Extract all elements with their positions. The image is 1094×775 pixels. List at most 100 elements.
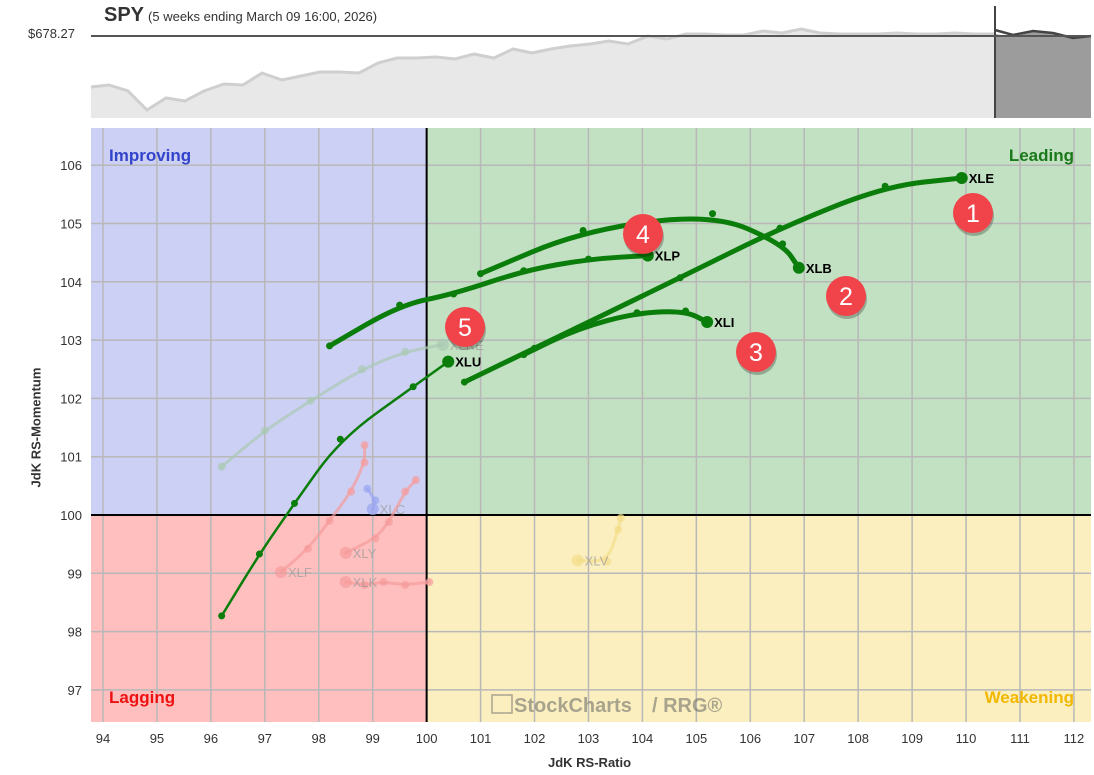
x-tick-label: 99 — [365, 731, 379, 746]
tail-point-dot — [306, 396, 315, 405]
tail-xlv: XLV — [571, 513, 625, 568]
tail-point-dot — [409, 383, 417, 391]
tail-point-dot — [379, 578, 388, 587]
badge-circle — [826, 276, 866, 316]
x-tick-label: 104 — [632, 731, 654, 746]
y-tick-label: 106 — [60, 158, 82, 173]
y-tick-label: 105 — [60, 217, 82, 232]
y-tick-label: 97 — [68, 683, 82, 698]
x-tick-label: 109 — [901, 731, 923, 746]
tail-xlf: XLF — [275, 441, 369, 580]
tail-point-dot — [217, 462, 226, 471]
tail-head-dot — [339, 576, 352, 589]
tail-label: XLE — [969, 171, 995, 186]
x-tick-label: 94 — [96, 731, 110, 746]
tail-point-dot — [360, 441, 369, 450]
tail-point-dot — [477, 270, 485, 278]
quadrant-weakening — [426, 515, 1091, 722]
grid — [91, 128, 1091, 722]
tail-path — [220, 343, 445, 469]
benchmark-symbol: SPY — [104, 4, 145, 26]
tail-xle: XLE — [460, 171, 995, 386]
tail-point-dot — [360, 580, 369, 589]
y-axis-title: JdK RS-Momentum — [28, 367, 44, 488]
tail-head-dot — [955, 172, 968, 185]
tail-point-dot — [614, 525, 623, 534]
sparkline-area — [91, 29, 995, 118]
badge-circle — [736, 332, 776, 372]
tail-point-dot — [633, 309, 641, 317]
x-tick-label: 100 — [416, 731, 438, 746]
sparkline-line — [90, 27, 995, 112]
tail-head-dot — [366, 503, 379, 516]
y-tick-label: 99 — [68, 566, 82, 581]
x-axis-title: JdK RS-Ratio — [548, 755, 632, 770]
tail-point-dot — [401, 487, 410, 496]
tail-point-dot — [584, 255, 592, 263]
tail-xlk: XLK — [339, 575, 434, 590]
x-tick-label: 111 — [1010, 731, 1030, 746]
x-tick-label: 108 — [847, 731, 869, 746]
x-tick-label: 95 — [150, 731, 164, 746]
y-tick-label: 102 — [60, 391, 82, 406]
badge-circle — [953, 193, 993, 233]
label-weakening: Weakening — [985, 688, 1074, 707]
tail-point-dot — [360, 458, 369, 467]
stockcharts-watermark: StockCharts / RRG® — [491, 694, 723, 717]
x-tick-label: 107 — [793, 731, 815, 746]
badge-number: 3 — [749, 339, 763, 367]
tail-point-dot — [616, 513, 625, 522]
sparkline-recent-line — [994, 28, 1092, 40]
tail-point-dot — [776, 224, 784, 232]
tail-point-dot — [218, 612, 226, 620]
tail-point-dot — [363, 484, 372, 493]
tail-point-dot — [579, 226, 587, 234]
tail-point-dot — [371, 496, 380, 505]
tail-point-dot — [450, 290, 458, 298]
tail-xlu: XLU — [218, 355, 481, 620]
tail-point-dot — [709, 210, 717, 218]
benchmark-price: $678.27 — [28, 26, 75, 41]
x-tick-label: 105 — [685, 731, 707, 746]
x-tick-label: 97 — [258, 731, 272, 746]
tail-point-dot — [384, 517, 393, 526]
tail-point-dot — [574, 324, 582, 332]
tail-label: XLU — [455, 355, 481, 370]
y-tick-label: 101 — [60, 450, 82, 465]
tail-head-dot — [339, 546, 352, 559]
tail-path — [521, 309, 710, 358]
x-tick-label: 101 — [470, 731, 492, 746]
tail-head-dot — [792, 261, 805, 274]
x-tick-label: 106 — [739, 731, 761, 746]
watermark-brand: StockCharts — [514, 695, 632, 717]
y-tick-label: 98 — [68, 625, 82, 640]
label-leading: Leading — [1009, 146, 1074, 165]
badge-number: 2 — [839, 283, 853, 311]
tail-label: XLY — [353, 546, 377, 561]
rank-badge-2: 2 — [826, 276, 867, 319]
watermark-logo-icon — [491, 694, 513, 714]
tail-head-dot — [571, 554, 584, 567]
tail-point-dot — [401, 347, 410, 356]
tail-head-dot — [701, 316, 714, 329]
tail-point-dot — [779, 240, 787, 248]
tail-point-dot — [520, 351, 528, 359]
tail-point-dot — [325, 516, 334, 525]
tail-label: XLK — [353, 575, 378, 590]
rank-badge-3: 3 — [736, 332, 777, 375]
x-tick-label: 110 — [956, 731, 977, 746]
tail-head-dot — [275, 566, 288, 579]
tail-point-dot — [401, 580, 410, 589]
tail-point-dot — [371, 534, 380, 543]
tail-point-dot — [326, 342, 334, 350]
tail-label: XLV — [585, 553, 609, 568]
tail-point-dot — [881, 182, 889, 190]
x-tick-label: 96 — [204, 731, 218, 746]
tail-path — [327, 253, 651, 349]
x-tick-label: 98 — [312, 731, 326, 746]
quadrant-lagging — [91, 515, 427, 722]
chart-title: SPY (5 weeks ending March 09 16:00, 2026) — [104, 4, 377, 27]
tail-point-dot — [336, 435, 344, 443]
benchmark-sparkline — [90, 6, 1092, 118]
